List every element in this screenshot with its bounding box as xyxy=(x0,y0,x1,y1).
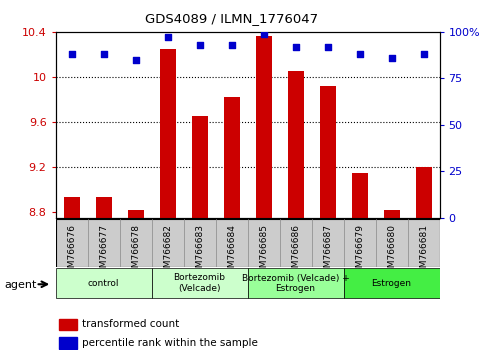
Text: control: control xyxy=(88,279,119,288)
Text: GSM766676: GSM766676 xyxy=(67,224,76,279)
Text: GSM766687: GSM766687 xyxy=(323,224,332,279)
Text: agent: agent xyxy=(5,280,37,290)
Point xyxy=(355,51,363,57)
Point xyxy=(388,55,396,61)
Bar xyxy=(128,210,143,218)
Text: GSM766679: GSM766679 xyxy=(355,224,364,279)
Bar xyxy=(415,167,431,218)
Bar xyxy=(96,198,112,218)
Bar xyxy=(64,198,80,218)
Bar xyxy=(320,86,336,218)
Point xyxy=(196,42,203,48)
FancyBboxPatch shape xyxy=(152,268,248,298)
Text: Estrogen: Estrogen xyxy=(371,279,412,288)
Bar xyxy=(256,36,271,218)
Bar xyxy=(59,337,77,349)
Bar xyxy=(159,49,175,218)
Point xyxy=(132,57,140,63)
Bar xyxy=(224,97,240,218)
Text: GSM766684: GSM766684 xyxy=(227,224,236,279)
Text: Bortezomib
(Velcade): Bortezomib (Velcade) xyxy=(173,274,226,293)
Text: GSM766685: GSM766685 xyxy=(259,224,268,279)
Text: GSM766678: GSM766678 xyxy=(131,224,140,279)
Point xyxy=(260,31,268,36)
Text: Bortezomib (Velcade) +
Estrogen: Bortezomib (Velcade) + Estrogen xyxy=(242,274,349,293)
Text: GSM766682: GSM766682 xyxy=(163,224,172,279)
FancyBboxPatch shape xyxy=(343,268,440,298)
Text: GSM766683: GSM766683 xyxy=(195,224,204,279)
Text: GSM766686: GSM766686 xyxy=(291,224,300,279)
Point xyxy=(164,35,171,40)
Text: percentile rank within the sample: percentile rank within the sample xyxy=(83,338,258,348)
Text: GSM766680: GSM766680 xyxy=(387,224,396,279)
Point xyxy=(99,51,107,57)
FancyBboxPatch shape xyxy=(248,268,343,298)
Bar xyxy=(384,210,399,218)
Bar xyxy=(192,116,208,218)
Bar xyxy=(59,319,77,330)
Point xyxy=(292,44,299,50)
Text: transformed count: transformed count xyxy=(83,319,180,329)
Text: GSM766677: GSM766677 xyxy=(99,224,108,279)
Point xyxy=(227,42,235,48)
Bar xyxy=(287,71,303,218)
Point xyxy=(324,44,331,50)
Bar xyxy=(352,173,368,218)
Text: GSM766681: GSM766681 xyxy=(419,224,428,279)
Point xyxy=(420,51,427,57)
Point xyxy=(68,51,75,57)
Text: GDS4089 / ILMN_1776047: GDS4089 / ILMN_1776047 xyxy=(145,12,318,25)
FancyBboxPatch shape xyxy=(56,268,152,298)
